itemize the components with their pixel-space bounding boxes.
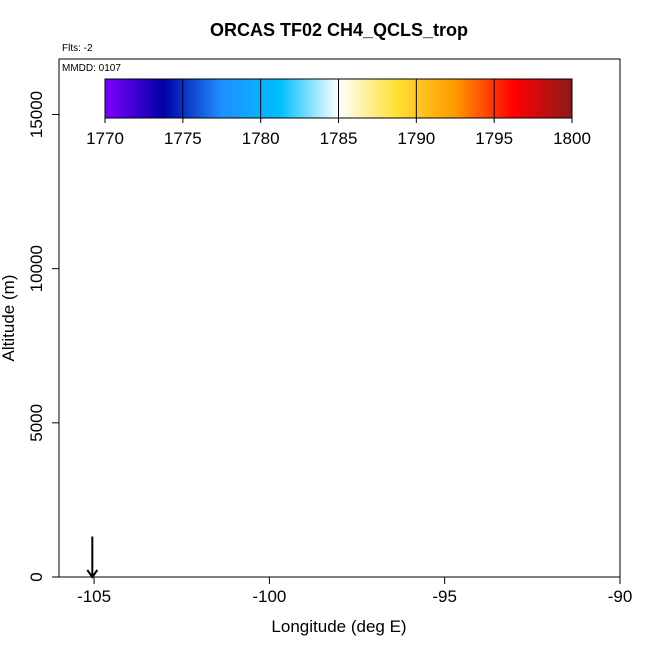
y-axis-label: Altitude (m) <box>0 275 18 362</box>
x-axis: -105 -100 -95 -90 <box>77 577 632 606</box>
colorbar-tick-label: 1790 <box>397 129 435 148</box>
colorbar-ticks: 1770 1775 1780 1785 1790 1795 1800 <box>86 79 591 148</box>
colorbar-tick-label: 1795 <box>475 129 513 148</box>
date-note: MMDD: 0107 <box>62 63 121 74</box>
x-tick-label: -100 <box>252 587 286 606</box>
x-tick-label: -90 <box>608 587 633 606</box>
chart-title: ORCAS TF02 CH4_QCLS_trop <box>210 20 468 40</box>
colorbar-tick-label: 1770 <box>86 129 124 148</box>
colorbar-tick-label: 1800 <box>553 129 591 148</box>
y-tick-label: 5000 <box>27 404 46 442</box>
y-tick-label: 15000 <box>27 91 46 138</box>
flights-note: Flts: -2 <box>62 43 93 54</box>
y-tick-label: 10000 <box>27 245 46 292</box>
x-tick-label: -95 <box>432 587 457 606</box>
arrow-head <box>86 569 99 579</box>
x-tick-label: -105 <box>77 587 111 606</box>
down-arrow-marker <box>86 536 99 579</box>
colorbar-tick-label: 1780 <box>242 129 280 148</box>
colorbar: 1770 1775 1780 1785 1790 1795 1800 <box>86 78 591 148</box>
y-tick-label: 0 <box>27 572 46 581</box>
colorbar-tick-label: 1775 <box>164 129 202 148</box>
colorbar-tick-label: 1785 <box>320 129 358 148</box>
plot-frame <box>58 58 621 578</box>
y-axis: 0 5000 10000 15000 <box>27 91 59 582</box>
x-axis-label: Longitude (deg E) <box>271 617 406 636</box>
